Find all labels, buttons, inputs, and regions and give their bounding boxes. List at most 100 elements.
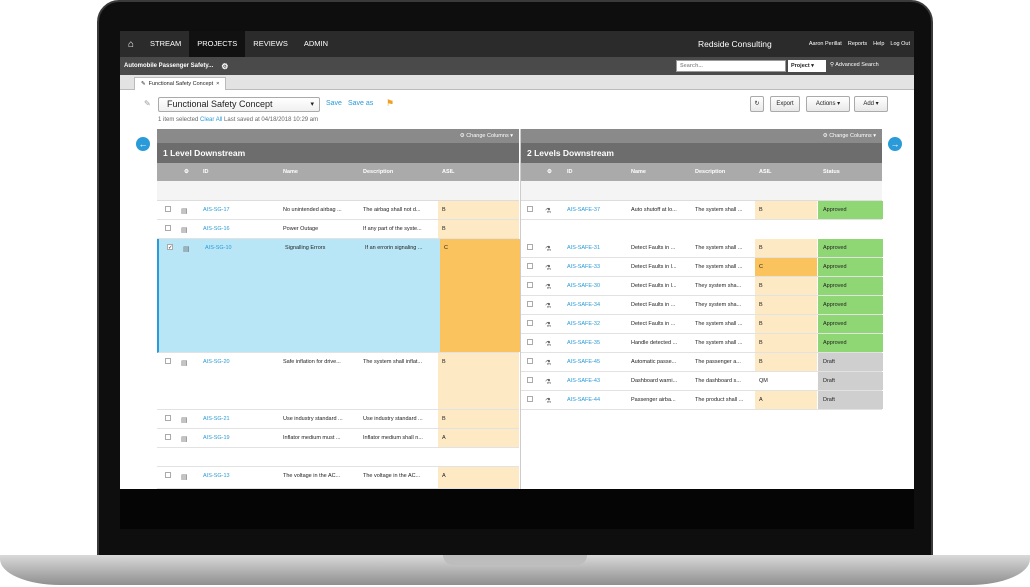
- save-link[interactable]: Save: [326, 100, 342, 107]
- table-row[interactable]: ⚗ AIS-SAFE-45 Automatic passe... The pas…: [521, 353, 883, 372]
- right-col-desc[interactable]: Description: [695, 169, 726, 175]
- table-row[interactable]: ⚗ AIS-SAFE-37 Auto shutoff at lo... The …: [521, 201, 883, 220]
- row-checkbox[interactable]: [165, 225, 171, 231]
- reports-link[interactable]: Reports: [847, 41, 868, 47]
- table-row[interactable]: ▤ AIS-SG-20 Safe inflation for drive... …: [157, 353, 519, 410]
- row-name: Power Outage: [283, 226, 319, 232]
- flask-icon: ⚗: [545, 246, 552, 253]
- row-id[interactable]: AIS-SAFE-35: [567, 340, 601, 346]
- nav-reviews[interactable]: REVIEWS: [253, 39, 288, 48]
- home-icon[interactable]: ⌂: [127, 38, 135, 50]
- row-checkbox[interactable]: [527, 339, 533, 345]
- table-row[interactable]: ⚗ AIS-SAFE-44 Passenger airba... The pro…: [521, 391, 883, 410]
- user-link[interactable]: Aaron Perillat: [808, 41, 842, 47]
- table-row[interactable]: ⚗ AIS-SAFE-30 Detect Faults in l... They…: [521, 277, 883, 296]
- row-checkbox[interactable]: [527, 358, 533, 364]
- gear-icon[interactable]: ⚙: [221, 61, 229, 71]
- row-checkbox[interactable]: [527, 244, 533, 250]
- row-id[interactable]: AIS-SG-20: [203, 359, 230, 365]
- right-col-status[interactable]: Status: [823, 169, 840, 175]
- row-id[interactable]: AIS-SG-10: [205, 245, 232, 251]
- table-row[interactable]: ▤ AIS-SG-13 The voltage in the AC... The…: [157, 467, 519, 489]
- row-checkbox[interactable]: [527, 301, 533, 307]
- row-id[interactable]: AIS-SAFE-44: [567, 397, 601, 403]
- save-as-link[interactable]: Save as: [348, 100, 374, 107]
- table-row[interactable]: ▤ AIS-SG-21 Use industry standard ... Us…: [157, 410, 519, 429]
- row-id[interactable]: AIS-SG-21: [203, 416, 230, 422]
- row-id[interactable]: AIS-SAFE-33: [567, 264, 601, 270]
- actions-button[interactable]: Actions ▾: [806, 96, 850, 112]
- table-row[interactable]: ✓ ▤ AIS-SG-10 Signalling Errors If an er…: [157, 239, 521, 353]
- bookmark-icon[interactable]: ⚑: [386, 98, 395, 108]
- table-row[interactable]: ⚗ AIS-SAFE-43 Dashboard warni... The das…: [521, 372, 883, 391]
- help-link[interactable]: Help: [873, 41, 885, 47]
- left-change-columns[interactable]: ⚙ Change Columns ▾: [157, 129, 519, 143]
- row-checkbox[interactable]: ✓: [167, 244, 173, 251]
- arrow-left-icon[interactable]: ←: [136, 137, 150, 151]
- refresh-button[interactable]: ↻: [750, 96, 764, 112]
- row-checkbox[interactable]: [527, 282, 533, 288]
- arrow-right-icon[interactable]: →: [888, 137, 902, 151]
- row-id[interactable]: AIS-SG-17: [203, 207, 230, 213]
- row-checkbox[interactable]: [165, 434, 171, 440]
- row-checkbox[interactable]: [527, 206, 533, 212]
- row-checkbox[interactable]: [527, 377, 533, 383]
- right-col-id[interactable]: ID: [567, 169, 573, 175]
- row-id[interactable]: AIS-SAFE-30: [567, 283, 601, 289]
- row-id[interactable]: AIS-SAFE-37: [567, 207, 601, 213]
- row-name: Passenger airba...: [631, 397, 676, 403]
- row-checkbox[interactable]: [165, 206, 171, 212]
- row-id[interactable]: AIS-SAFE-43: [567, 378, 601, 384]
- table-row[interactable]: ⚗ AIS-SAFE-33 Detect Faults in l... The …: [521, 258, 883, 277]
- row-checkbox[interactable]: [527, 320, 533, 326]
- row-checkbox[interactable]: [165, 358, 171, 364]
- left-col-asil[interactable]: ASIL: [442, 169, 455, 175]
- table-row[interactable]: ⚗ AIS-SAFE-35 Handle detected ... The sy…: [521, 334, 883, 353]
- left-col-name[interactable]: Name: [283, 169, 298, 175]
- row-id[interactable]: AIS-SAFE-31: [567, 245, 601, 251]
- row-id[interactable]: AIS-SAFE-32: [567, 321, 601, 327]
- nav-projects[interactable]: PROJECTS: [189, 31, 246, 57]
- table-row[interactable]: ▤ AIS-SG-17 No unintended airbag ... The…: [157, 201, 519, 220]
- asil-cell: [440, 239, 521, 352]
- right-change-columns[interactable]: ⚙ Change Columns ▾: [521, 129, 882, 143]
- row-name: Automatic passe...: [631, 359, 677, 365]
- row-id[interactable]: AIS-SG-19: [203, 435, 230, 441]
- row-name: Signalling Errors: [285, 245, 326, 251]
- search-scope-select[interactable]: Project ▾: [788, 60, 826, 72]
- right-gear-icon[interactable]: ⚙: [547, 169, 552, 175]
- search-input[interactable]: Search...: [676, 60, 786, 72]
- scope-label: Project: [791, 63, 810, 69]
- nav-stream[interactable]: STREAM: [150, 39, 182, 48]
- row-checkbox[interactable]: [527, 396, 533, 402]
- row-checkbox[interactable]: [527, 263, 533, 269]
- row-name: Detect Faults in ...: [631, 245, 676, 251]
- table-row[interactable]: ⚗ AIS-SAFE-32 Detect Faults in ... The s…: [521, 315, 883, 334]
- right-col-asil[interactable]: ASIL: [759, 169, 772, 175]
- table-row[interactable]: ⚗ AIS-SAFE-31 Detect Faults in ... The s…: [521, 239, 883, 258]
- left-gear-icon[interactable]: ⚙: [184, 169, 189, 175]
- tab-functional-safety[interactable]: ✎ Functional Safety Concept ×: [134, 77, 227, 90]
- left-col-id[interactable]: ID: [203, 169, 209, 175]
- row-id[interactable]: AIS-SG-13: [203, 473, 230, 479]
- table-row[interactable]: ▤ AIS-SG-16 Power Outage If any part of …: [157, 220, 519, 239]
- right-col-name[interactable]: Name: [631, 169, 646, 175]
- left-col-desc[interactable]: Description: [363, 169, 394, 175]
- document-dropdown[interactable]: Functional Safety Concept ▾: [158, 97, 320, 112]
- table-row[interactable]: ⚗ AIS-SAFE-34 Detect Faults in ... They …: [521, 296, 883, 315]
- table-row[interactable]: ▤ AIS-SG-19 Inflator medium must ... Inf…: [157, 429, 519, 448]
- close-icon[interactable]: ×: [216, 81, 220, 87]
- advanced-search-link[interactable]: ⚲ Advanced Search: [830, 62, 879, 68]
- nav-admin[interactable]: ADMIN: [303, 39, 329, 48]
- add-button[interactable]: Add ▾: [854, 96, 888, 112]
- row-checkbox[interactable]: [165, 415, 171, 421]
- row-id[interactable]: AIS-SG-16: [203, 226, 230, 232]
- logout-link[interactable]: Log Out: [890, 41, 910, 47]
- row-checkbox[interactable]: [165, 472, 171, 478]
- row-id[interactable]: AIS-SAFE-45: [567, 359, 601, 365]
- export-button[interactable]: Export: [770, 96, 800, 112]
- row-id[interactable]: AIS-SAFE-34: [567, 302, 601, 308]
- project-name[interactable]: Automobile Passenger Safety...: [124, 63, 214, 69]
- clear-all-link[interactable]: Clear All: [200, 117, 223, 123]
- row-desc: They system sha...: [695, 302, 742, 308]
